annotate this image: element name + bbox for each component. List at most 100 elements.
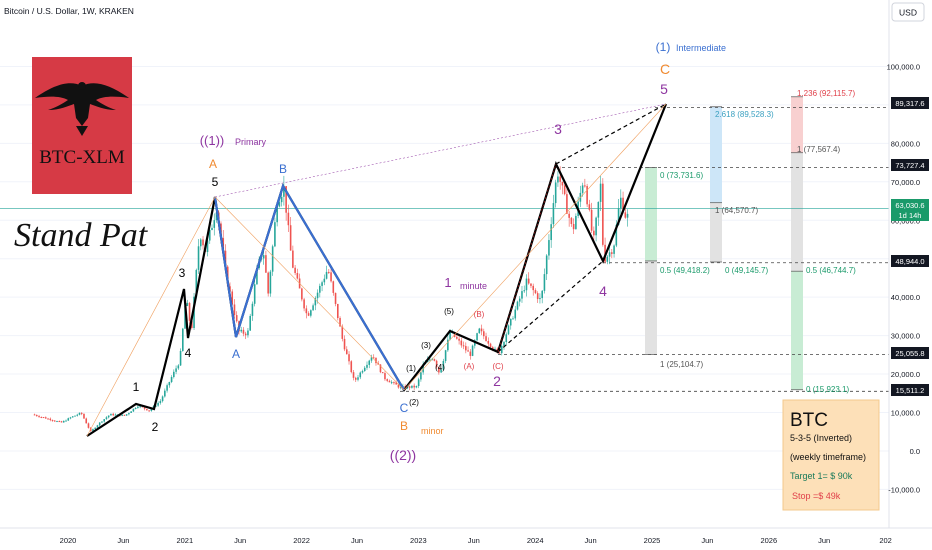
y-tick-label: 0.0 bbox=[910, 447, 920, 456]
price-badge-label: 73,727.4 bbox=[895, 161, 924, 170]
candle-body bbox=[597, 201, 600, 218]
candle-body bbox=[92, 429, 94, 432]
candle-body bbox=[112, 413, 114, 416]
candle-body bbox=[417, 379, 420, 386]
candle-body bbox=[208, 230, 211, 241]
candle-body bbox=[518, 298, 521, 302]
candle-body bbox=[71, 416, 74, 418]
candle-body bbox=[240, 329, 243, 332]
symbol-title[interactable]: Bitcoin / U.S. Dollar, 1W, KRAKEN bbox=[4, 6, 134, 16]
candle-body bbox=[276, 206, 278, 223]
candle-body bbox=[287, 212, 290, 226]
candle-body bbox=[465, 346, 467, 351]
time-axis[interactable]: 2020 Jun 2021 Jun 2022 Jun 2023 Jun 2024 Jun 2025 J… bbox=[0, 527, 932, 545]
wave-label: minor bbox=[421, 426, 444, 436]
info-target: Target 1= $ 90k bbox=[790, 471, 853, 481]
fib-zone bbox=[645, 167, 657, 261]
wave-label: minute bbox=[460, 281, 487, 291]
candle-body bbox=[480, 328, 483, 332]
candle-body bbox=[420, 372, 422, 380]
x-tick-label: Jun bbox=[117, 536, 129, 545]
wave-label: A bbox=[232, 347, 240, 361]
fib-zone bbox=[791, 152, 803, 272]
candle-body bbox=[330, 272, 332, 282]
candle-body bbox=[491, 347, 494, 350]
candle-body bbox=[505, 334, 508, 342]
x-tick-label: 2024 bbox=[527, 536, 544, 545]
x-tick-label: Jun bbox=[585, 536, 597, 545]
candle-body bbox=[527, 278, 530, 284]
candle-body bbox=[233, 304, 236, 316]
candle-body bbox=[146, 408, 148, 411]
currency-button[interactable]: USD bbox=[891, 2, 925, 22]
candle-body bbox=[51, 420, 54, 422]
fib-zone bbox=[791, 96, 803, 153]
x-tick-label: 2020 bbox=[60, 536, 77, 545]
candle-body bbox=[566, 194, 568, 214]
candle-body bbox=[134, 407, 137, 409]
candle-body bbox=[294, 267, 296, 274]
wave-label: Intermediate bbox=[676, 43, 726, 53]
candle-body bbox=[206, 240, 209, 252]
wave-label: 4 bbox=[599, 283, 607, 299]
info-line1: 5-3-5 (Inverted) bbox=[790, 433, 852, 443]
candle-body bbox=[471, 345, 474, 356]
fib-label: 1 (77,567.4) bbox=[797, 145, 840, 154]
wave-label: 5 bbox=[660, 81, 668, 97]
fib-labels: 0 (73,731.6) 0.5 (49,418.2) 1 (25,104.7) 2.… bbox=[660, 89, 856, 394]
candle-body bbox=[292, 250, 294, 268]
primary-trendline bbox=[214, 103, 667, 198]
candle-body bbox=[85, 418, 88, 424]
candle-body bbox=[534, 290, 537, 294]
fib-zones bbox=[0, 96, 889, 392]
wave-label: A bbox=[209, 157, 217, 171]
candle-body bbox=[570, 217, 573, 224]
wave-label: B bbox=[400, 419, 408, 433]
price-badge-label: 89,317.6 bbox=[895, 99, 924, 108]
candle-body bbox=[485, 336, 487, 341]
candle-body bbox=[541, 290, 543, 299]
info-box: BTC 5-3-5 (Inverted) (weekly timeframe) … bbox=[782, 399, 880, 511]
candle-body bbox=[312, 305, 314, 311]
fib-label: 2.618 (89,528.3) bbox=[715, 110, 774, 119]
price-badge bbox=[891, 384, 929, 396]
candle-body bbox=[296, 273, 299, 279]
fib-label: 1.236 (92,115.7) bbox=[797, 89, 855, 98]
candle-body bbox=[103, 419, 105, 422]
info-title: BTC bbox=[790, 410, 828, 431]
candle-body bbox=[310, 310, 312, 316]
price-axis[interactable]: 100,000.090,000.080,000.070,000.060,000.… bbox=[887, 0, 929, 528]
fib-label: 0 (15,923.1) bbox=[806, 385, 849, 394]
candle-body bbox=[62, 420, 65, 423]
wave-label: C bbox=[400, 401, 409, 415]
price-badge bbox=[891, 347, 929, 359]
candle-body bbox=[38, 416, 40, 418]
candle-body bbox=[177, 365, 180, 369]
candle-body bbox=[608, 252, 611, 257]
candle-body bbox=[512, 318, 514, 320]
candle-body bbox=[386, 379, 389, 381]
candle-body bbox=[388, 380, 391, 383]
candle-body bbox=[251, 303, 254, 316]
candle-body bbox=[613, 245, 615, 254]
candle-body bbox=[305, 308, 308, 314]
candle-body bbox=[98, 422, 101, 426]
candle-body bbox=[595, 217, 597, 236]
candle-body bbox=[345, 349, 348, 355]
candle-body bbox=[195, 269, 198, 297]
candle-body bbox=[575, 215, 577, 230]
fib-zone bbox=[710, 202, 722, 262]
candle-body bbox=[606, 256, 609, 262]
wave-label: (C) bbox=[492, 362, 503, 371]
price-badge-label: 63,030.6 bbox=[895, 201, 924, 210]
candle-body bbox=[456, 336, 458, 339]
x-tick-label: 2022 bbox=[293, 536, 310, 545]
price-badge bbox=[891, 97, 929, 109]
candle-body bbox=[211, 227, 213, 231]
candle-body bbox=[498, 352, 501, 354]
candle-body bbox=[229, 286, 231, 292]
candle-body bbox=[231, 291, 234, 305]
wave-label: (1) bbox=[406, 364, 416, 373]
candle-body bbox=[503, 341, 505, 346]
